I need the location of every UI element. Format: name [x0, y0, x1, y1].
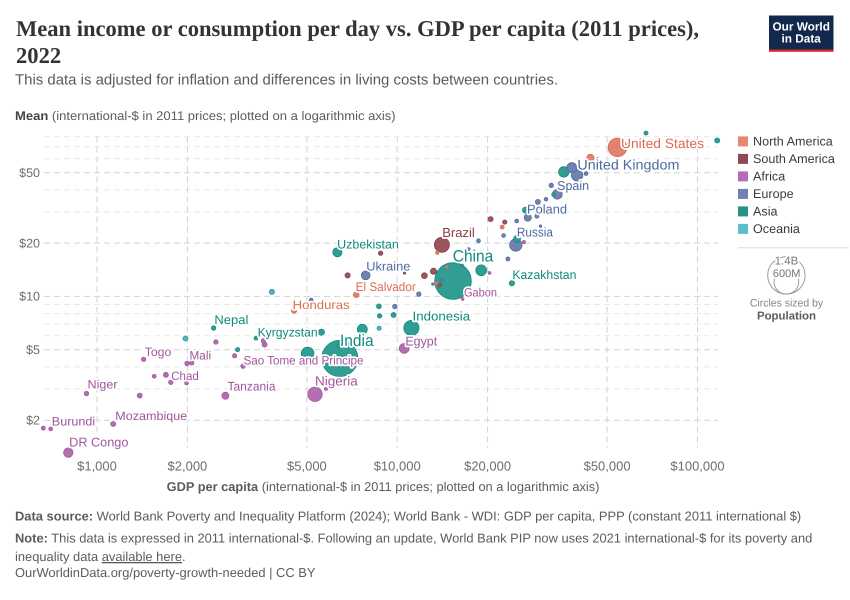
svg-text:Nigeria: Nigeria: [315, 374, 358, 389]
svg-text:$50,000: $50,000: [584, 459, 631, 474]
svg-text:North America: North America: [753, 135, 833, 149]
svg-text:United States: United States: [621, 136, 704, 151]
svg-text:$20,000: $20,000: [464, 459, 511, 474]
svg-text:This data is adjusted for infl: This data is adjusted for inflation and …: [15, 73, 558, 89]
svg-text:Tanzania: Tanzania: [228, 379, 276, 393]
svg-text:DR Congo: DR Congo: [69, 435, 128, 450]
svg-text:Ukraine: Ukraine: [366, 259, 410, 273]
svg-text:GDP per capita (international-: GDP per capita (international-$ in 2011 …: [167, 479, 600, 494]
svg-text:inequality data available here: inequality data available here.: [15, 549, 186, 564]
svg-text:$5: $5: [26, 343, 40, 357]
svg-text:Uzbekistan: Uzbekistan: [337, 237, 399, 251]
svg-text:1.4B: 1.4B: [775, 255, 799, 267]
svg-text:Niger: Niger: [88, 378, 118, 392]
svg-text:Mali: Mali: [190, 349, 212, 363]
svg-text:$50: $50: [19, 166, 40, 180]
svg-text:Burundi: Burundi: [52, 414, 95, 428]
svg-text:Poland: Poland: [527, 202, 567, 217]
svg-text:600M: 600M: [773, 268, 801, 280]
svg-text:United Kingdom: United Kingdom: [577, 156, 679, 172]
svg-text:Kazakhstan: Kazakhstan: [512, 268, 576, 282]
svg-text:$2,000: $2,000: [168, 459, 208, 474]
svg-text:Europe: Europe: [753, 187, 794, 201]
svg-text:Sao Tome and Principe: Sao Tome and Principe: [244, 354, 364, 368]
svg-text:Oceania: Oceania: [753, 222, 800, 236]
svg-text:$10: $10: [19, 290, 40, 304]
svg-text:Mean income or consumption per: Mean income or consumption per day vs. G…: [16, 16, 699, 41]
svg-text:El Salvador: El Salvador: [356, 280, 416, 294]
svg-text:India: India: [340, 332, 374, 350]
svg-text:Circles sized by: Circles sized by: [750, 298, 824, 310]
svg-text:Asia: Asia: [753, 205, 778, 219]
svg-text:Chad: Chad: [171, 369, 199, 383]
svg-text:$20: $20: [19, 236, 40, 250]
svg-text:$100,000: $100,000: [670, 459, 724, 474]
svg-text:$2: $2: [26, 414, 40, 428]
svg-text:Spain: Spain: [557, 178, 589, 193]
svg-text:Gabon: Gabon: [464, 286, 497, 300]
svg-text:Indonesia: Indonesia: [413, 308, 472, 323]
svg-text:$1,000: $1,000: [77, 459, 117, 474]
svg-text:Nepal: Nepal: [214, 313, 248, 327]
svg-text:$5,000: $5,000: [287, 459, 327, 474]
svg-text:Mean (international-$ in 2011: Mean (international-$ in 2011 prices; pl…: [15, 109, 396, 123]
svg-text:2022: 2022: [16, 43, 61, 68]
svg-text:China: China: [453, 248, 494, 266]
svg-text:Russia: Russia: [517, 225, 554, 240]
svg-text:Population: Population: [757, 310, 816, 322]
svg-text:Egypt: Egypt: [405, 334, 437, 349]
svg-text:Kyrgyzstan: Kyrgyzstan: [258, 325, 318, 339]
svg-text:Africa: Africa: [753, 170, 785, 184]
svg-text:Our World: Our World: [772, 20, 829, 34]
svg-text:Honduras: Honduras: [293, 298, 350, 312]
svg-text:Note: This data is expressed i: Note: This data is expressed in 2011 int…: [15, 530, 812, 545]
svg-text:Data source: World Bank Povert: Data source: World Bank Poverty and Ineq…: [15, 508, 801, 523]
svg-text:South America: South America: [753, 152, 835, 166]
svg-text:Brazil: Brazil: [442, 225, 475, 240]
svg-text:$10,000: $10,000: [374, 459, 421, 474]
svg-text:Mozambique: Mozambique: [115, 409, 187, 423]
svg-text:OurWorldinData.org/poverty-gro: OurWorldinData.org/poverty-growth-needed…: [15, 565, 316, 580]
svg-text:in Data: in Data: [782, 32, 822, 46]
svg-text:Togo: Togo: [145, 345, 172, 359]
